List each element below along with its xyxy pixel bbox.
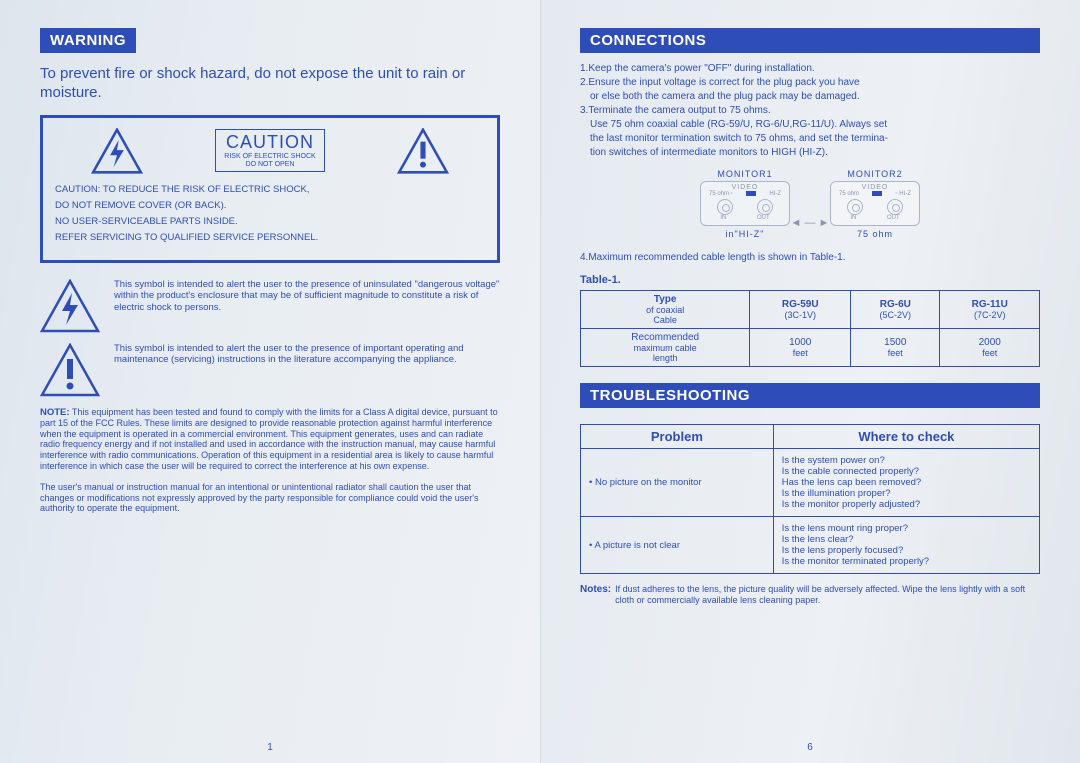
table-header: Problem	[581, 425, 774, 449]
bolt-triangle-icon	[40, 279, 100, 333]
table-cell: Is the lens mount ring proper? Is the le…	[773, 517, 1039, 574]
right-page: CONNECTIONS 1.Keep the camera's power "O…	[540, 0, 1080, 763]
monitor2-sub: 75 ohm	[830, 229, 920, 239]
connections-list: 1.Keep the camera's power "OFF" during i…	[580, 62, 1040, 159]
conn-line: Use 75 ohm coaxial cable (RG-59/U, RG-6/…	[580, 118, 1040, 131]
fcc-note2: The user's manual or instruction manual …	[40, 482, 500, 514]
table-header: RG-59U(3C-1V)	[750, 291, 851, 329]
troubleshooting-table: Problem Where to check • No picture on t…	[580, 424, 1040, 574]
left-page: WARNING To prevent fire or shock hazard,…	[0, 0, 540, 763]
conn-line: 3.Terminate the camera output to 75 ohms…	[580, 104, 1040, 117]
notes-body: If dust adheres to the lens, the picture…	[615, 584, 1040, 606]
bottom-notes: Notes: If dust adheres to the lens, the …	[580, 584, 1040, 606]
caution-lines: CAUTION: TO REDUCE THE RISK OF ELECTRIC …	[55, 184, 485, 243]
page-number: 1	[267, 742, 273, 753]
port-out-label: OUT	[757, 215, 770, 221]
port-icon	[757, 199, 773, 215]
video-label: VIDEO	[705, 184, 785, 191]
monitor2: MONITOR2 VIDEO 75 ohm▫ HI-Z INOUT 75 ohm	[830, 169, 920, 239]
table1-caption: Table-1.	[580, 274, 1040, 286]
port-in-label: IN	[720, 215, 726, 221]
caution-line: DO NOT REMOVE COVER (OR BACK).	[55, 200, 485, 211]
cable-table: Typeof coaxialCable RG-59U(3C-1V) RG-6U(…	[580, 290, 1040, 367]
caution-label-box: CAUTION RISK OF ELECTRIC SHOCK DO NOT OP…	[215, 129, 324, 171]
caution-sub1: RISK OF ELECTRIC SHOCK	[224, 153, 315, 161]
warning-lead: To prevent fire or shock hazard, do not …	[40, 65, 500, 103]
conn-line4: 4.Maximum recommended cable length is sh…	[580, 251, 1040, 264]
monitor1-sub: in"HI-Z"	[700, 229, 790, 239]
port-out-label: OUT	[887, 215, 900, 221]
fcc-note: NOTE: This equipment has been tested and…	[40, 407, 500, 472]
conn-line: 2.Ensure the input voltage is correct fo…	[580, 76, 1040, 89]
warning-heading: WARNING	[40, 28, 136, 53]
table-cell: 1500feet	[851, 329, 940, 367]
note-label: NOTE:	[40, 407, 70, 418]
caution-box: CAUTION RISK OF ELECTRIC SHOCK DO NOT OP…	[40, 115, 500, 263]
table-header: RG-6U(5C-2V)	[851, 291, 940, 329]
caution-line: NO USER-SERVICEABLE PARTS INSIDE.	[55, 216, 485, 227]
bolt-triangle-icon	[91, 128, 143, 174]
port-icon	[847, 199, 863, 215]
monitor-diagram: MONITOR1 VIDEO 75 ohm ▫HI-Z INOUT in"HI-…	[580, 169, 1040, 239]
conn-line: the last monitor termination switch to 7…	[580, 132, 1040, 145]
table-header: RG-11U(7C-2V)	[940, 291, 1040, 329]
table-cell: Recommendedmaximum cablelength	[581, 329, 750, 367]
bang-explainer: This symbol is intended to alert the use…	[40, 343, 500, 397]
monitor2-label: MONITOR2	[830, 169, 920, 179]
table-cell: Is the system power on? Is the cable con…	[773, 449, 1039, 517]
notes-label: Notes:	[580, 584, 611, 606]
port-icon	[887, 199, 903, 215]
conn-line: tion switches of intermediate monitors t…	[580, 146, 1040, 159]
caution-sub2: DO NOT OPEN	[224, 161, 315, 169]
bolt-explainer: This symbol is intended to alert the use…	[40, 279, 500, 333]
table-cell: 2000feet	[940, 329, 1040, 367]
port-icon	[717, 199, 733, 215]
troubleshooting-heading: TROUBLESHOOTING	[580, 383, 1040, 408]
table-cell: • No picture on the monitor	[581, 449, 774, 517]
page-fold	[540, 0, 542, 763]
note-body: This equipment has been tested and found…	[40, 407, 498, 472]
conn-line: 4.Maximum recommended cable length is sh…	[580, 251, 1040, 264]
bang-triangle-icon	[397, 128, 449, 174]
monitor1: MONITOR1 VIDEO 75 ohm ▫HI-Z INOUT in"HI-…	[700, 169, 790, 239]
table-cell: 1000feet	[750, 329, 851, 367]
video-label: VIDEO	[835, 184, 915, 191]
arrow-icon: ◄ — ►	[791, 217, 830, 229]
bang-triangle-icon	[40, 343, 100, 397]
bang-text: This symbol is intended to alert the use…	[114, 343, 500, 367]
bolt-text: This symbol is intended to alert the use…	[114, 279, 500, 315]
monitor1-label: MONITOR1	[700, 169, 790, 179]
caution-title: CAUTION	[224, 132, 315, 153]
port-in-label: IN	[850, 215, 856, 221]
caution-line: REFER SERVICING TO QUALIFIED SERVICE PER…	[55, 232, 485, 243]
page-number: 6	[807, 742, 813, 753]
conn-line: or else both the camera and the plug pac…	[580, 90, 1040, 103]
table-header: Typeof coaxialCable	[581, 291, 750, 329]
connections-heading: CONNECTIONS	[580, 28, 1040, 53]
table-header: Where to check	[773, 425, 1039, 449]
caution-line: CAUTION: TO REDUCE THE RISK OF ELECTRIC …	[55, 184, 485, 195]
conn-line: 1.Keep the camera's power "OFF" during i…	[580, 62, 1040, 75]
table-cell: • A picture is not clear	[581, 517, 774, 574]
